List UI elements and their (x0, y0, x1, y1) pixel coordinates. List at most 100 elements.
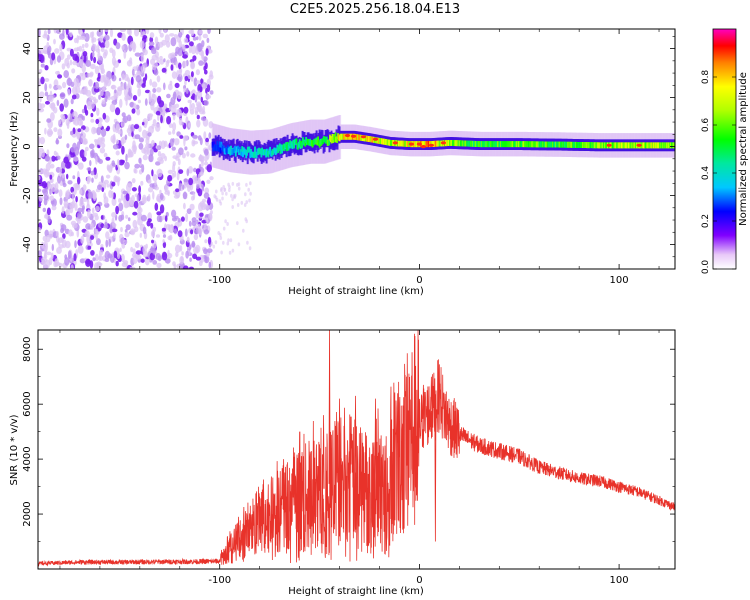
noise-speckle (199, 154, 203, 162)
noise-speckle (124, 202, 130, 208)
noise-speckle (125, 153, 128, 162)
noise-speckle (185, 213, 189, 222)
noise-speckle (79, 188, 83, 195)
noise-speckle (103, 179, 109, 185)
noise-speckle (72, 111, 78, 118)
noise-speckle (103, 152, 108, 158)
noise-speckle (204, 155, 208, 163)
noise-speckle (51, 155, 56, 162)
signal-core (316, 139, 319, 146)
noise-speckle (115, 205, 119, 215)
noise-speckle (40, 63, 45, 68)
noise-speckle (79, 149, 86, 159)
noise-speckle (147, 113, 154, 118)
noise-speckle (94, 262, 100, 269)
noise-speckle (198, 35, 202, 41)
noise-speckle (42, 50, 49, 54)
noise-speckle (42, 33, 48, 39)
noise-speckle (155, 253, 161, 261)
noise-speckle (204, 69, 208, 75)
signal-core (253, 152, 256, 159)
noise-speckle (222, 226, 226, 231)
noise-speckle (159, 204, 165, 214)
noise-speckle (194, 94, 198, 103)
noise-speckle (87, 209, 91, 219)
signal-core (216, 140, 219, 147)
noise-speckle (175, 61, 179, 69)
y-tick-label: -20 (22, 187, 33, 203)
noise-speckle (72, 60, 78, 66)
colorbar-gradient (712, 28, 737, 270)
noise-speckle (227, 238, 230, 243)
spectrogram-axes: -100 0 100 40 20 0 -20 -40 (22, 29, 675, 286)
noise-speckle (151, 93, 155, 98)
noise-speckle (121, 112, 126, 118)
noise-speckle (120, 29, 126, 33)
noise-speckle (90, 112, 94, 118)
noise-speckle (150, 58, 156, 65)
signal-peak (360, 135, 367, 139)
noise-speckle (122, 115, 128, 124)
noise-speckle (70, 264, 74, 269)
signal-core (334, 132, 337, 139)
noise-speckle (148, 179, 152, 184)
noise-speckle (188, 220, 192, 227)
noise-speckle (185, 250, 189, 259)
noise-speckle (62, 233, 66, 240)
noise-speckle (114, 89, 117, 94)
spectrogram-noise-region (38, 29, 252, 269)
noise-speckle (159, 59, 165, 65)
noise-speckle (79, 58, 84, 68)
noise-speckle (133, 124, 140, 130)
noise-speckle (71, 68, 76, 74)
signal-peak (344, 133, 351, 138)
noise-speckle (81, 156, 87, 162)
noise-speckle (154, 180, 157, 186)
snr-xlabel: Height of straight line (km) (288, 586, 424, 597)
noise-speckle (113, 60, 119, 68)
noise-speckle (85, 60, 92, 67)
noise-speckle (73, 156, 79, 162)
noise-speckle (158, 41, 164, 48)
noise-speckle (127, 217, 131, 222)
noise-speckle (74, 146, 80, 156)
noise-speckle (45, 234, 51, 243)
noise-speckle (81, 44, 85, 49)
noise-speckle (148, 90, 152, 100)
noise-speckle (93, 87, 100, 93)
noise-speckle (236, 182, 239, 187)
noise-speckle (195, 69, 200, 76)
noise-speckle (190, 153, 196, 158)
noise-speckle (156, 168, 163, 178)
noise-speckle (218, 199, 222, 204)
noise-speckle (111, 181, 116, 187)
noise-speckle (249, 181, 252, 186)
signal-core (331, 133, 334, 140)
signal-core (241, 146, 244, 152)
noise-speckle (156, 211, 162, 216)
noise-speckle (152, 88, 157, 93)
noise-speckle (132, 248, 136, 254)
noise-speckle (102, 85, 106, 92)
noise-speckle (55, 230, 59, 237)
noise-speckle (146, 147, 151, 155)
noise-speckle (63, 98, 69, 108)
noise-speckle (144, 98, 148, 106)
noise-speckle (201, 185, 205, 192)
y-tick-label: 6000 (22, 391, 33, 416)
noise-speckle (213, 194, 216, 199)
noise-speckle (39, 244, 46, 252)
noise-speckle (171, 146, 176, 151)
noise-speckle (82, 216, 89, 223)
noise-speckle (156, 262, 162, 269)
noise-speckle (93, 56, 97, 64)
spectrogram-signal-track (211, 115, 675, 175)
noise-speckle (182, 45, 186, 50)
noise-speckle (102, 112, 107, 120)
noise-speckle (100, 215, 104, 220)
noise-speckle (130, 246, 134, 253)
signal-core (218, 146, 220, 152)
noise-speckle (208, 132, 212, 139)
noise-speckle (228, 188, 231, 193)
noise-speckle (129, 197, 133, 205)
